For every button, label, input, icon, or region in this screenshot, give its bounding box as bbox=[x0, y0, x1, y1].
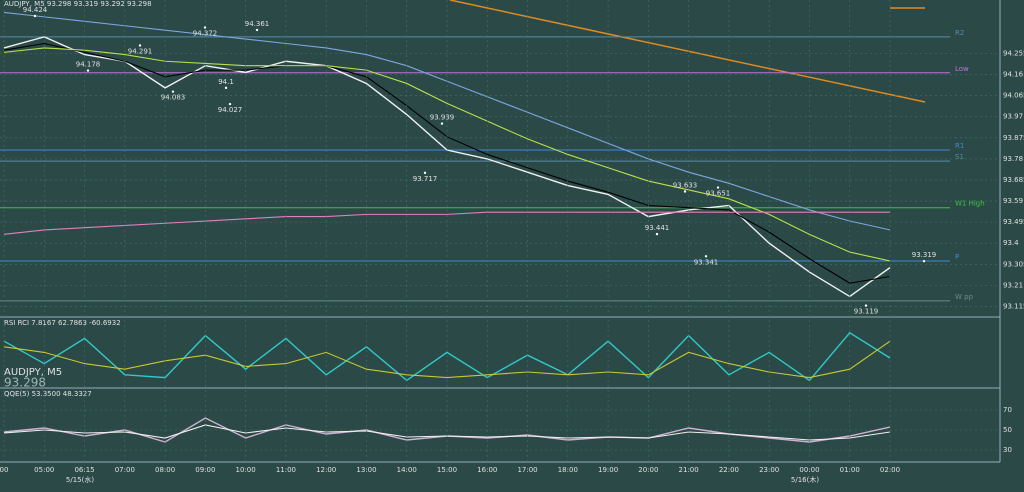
price-annotation: 94.361 bbox=[245, 20, 270, 28]
price-marker bbox=[86, 69, 90, 72]
y-tick-label: 93.685 bbox=[1003, 176, 1024, 184]
y-tick-label: 30 bbox=[1003, 446, 1012, 454]
y-tick-label: 93.875 bbox=[1003, 134, 1024, 142]
x-tick-label: 23:00 bbox=[759, 466, 779, 474]
y-tick-label: 94.065 bbox=[1003, 92, 1024, 100]
x-tick-label: 16:00 bbox=[477, 466, 497, 474]
y-tick-label: 93.305 bbox=[1003, 260, 1024, 268]
price-marker bbox=[655, 232, 659, 236]
x-tick-label: 07:00 bbox=[115, 466, 135, 474]
level-label: Low bbox=[955, 65, 969, 73]
x-tick-label: 14:00 bbox=[397, 466, 417, 474]
qqe-title: QQE(5) 53.3500 48.3327 bbox=[4, 390, 92, 398]
x-tick-label: 08:00 bbox=[155, 466, 175, 474]
price-marker bbox=[423, 171, 427, 175]
price-annotation: 93.341 bbox=[694, 258, 719, 266]
x-tick-label: 13:00 bbox=[356, 466, 376, 474]
price-annotation: 93.939 bbox=[430, 114, 455, 122]
series-line bbox=[3, 340, 891, 379]
price-marker bbox=[138, 44, 142, 47]
price-label: 93.298 bbox=[4, 376, 46, 390]
y-tick-label: 93.4 bbox=[1003, 239, 1019, 247]
x-tick-label: 15:00 bbox=[437, 466, 457, 474]
x-tick-label: 20:00 bbox=[638, 466, 658, 474]
x-tick-label: 17:00 bbox=[517, 466, 537, 474]
price-marker bbox=[255, 28, 259, 32]
symbol-label: AUDJPY, M5 bbox=[4, 367, 62, 378]
date-label: 5/15(水) bbox=[66, 475, 94, 484]
x-tick-label: 10:00 bbox=[236, 466, 256, 474]
price-marker bbox=[33, 14, 37, 18]
series-line bbox=[3, 331, 891, 382]
price-marker bbox=[171, 90, 175, 93]
series-line bbox=[3, 211, 890, 235]
x-tick-label: 09:00 bbox=[195, 466, 215, 474]
price-marker bbox=[716, 186, 720, 189]
y-tick-label: 93.78 bbox=[1003, 155, 1023, 163]
price-annotation: 94.027 bbox=[218, 106, 243, 114]
price-marker bbox=[440, 122, 444, 125]
price-annotation: 94.083 bbox=[161, 94, 186, 102]
trend-line bbox=[449, 0, 926, 103]
price-annotation: 93.651 bbox=[706, 190, 731, 198]
price-marker bbox=[704, 255, 708, 258]
price-annotation: 94.1 bbox=[218, 78, 234, 86]
main-title: AUDJPY, M5 93.298 93.319 93.292 93.298 bbox=[4, 0, 152, 8]
x-tick-label: 02:00 bbox=[880, 466, 900, 474]
price-annotation: 93.119 bbox=[854, 308, 879, 316]
price-marker bbox=[224, 86, 228, 90]
level-label: W pp bbox=[955, 293, 974, 301]
x-tick-label: 11:00 bbox=[276, 466, 296, 474]
level-label: P bbox=[955, 253, 959, 261]
price-marker bbox=[683, 190, 687, 193]
y-tick-label: 94.255 bbox=[1003, 49, 1024, 57]
level-label: R1 bbox=[955, 142, 964, 150]
x-tick-label: 06:15 bbox=[74, 466, 94, 474]
price-marker bbox=[228, 102, 232, 106]
date-label: 5/16(木) bbox=[791, 475, 819, 484]
x-tick-label: 05:00 bbox=[34, 466, 54, 474]
y-tick-label: 94.16 bbox=[1003, 71, 1024, 79]
y-tick-label: 93.21 bbox=[1003, 281, 1023, 289]
x-tick-label: 19:00 bbox=[598, 466, 618, 474]
y-tick-label: 93.97 bbox=[1003, 113, 1023, 121]
x-tick-label: 00:00 bbox=[799, 466, 819, 474]
price-annotation: 94.424 bbox=[23, 6, 48, 14]
x-tick-label: 01:00 bbox=[840, 466, 860, 474]
x-tick-label: 12:00 bbox=[316, 466, 336, 474]
price-annotation: 93.633 bbox=[673, 182, 698, 190]
y-tick-label: 93.495 bbox=[1003, 218, 1024, 226]
y-tick-label: 70 bbox=[1003, 406, 1012, 414]
price-marker bbox=[864, 304, 868, 307]
level-label: S1 bbox=[955, 153, 964, 161]
price-annotation: 94.178 bbox=[76, 61, 101, 69]
price-annotation: 93.717 bbox=[413, 175, 438, 183]
x-tick-label: 21:00 bbox=[679, 466, 699, 474]
series-line bbox=[3, 47, 891, 262]
x-tick-label: 18:00 bbox=[558, 466, 578, 474]
y-tick-label: 93.115 bbox=[1003, 302, 1024, 310]
price-marker bbox=[922, 259, 926, 263]
price-annotation: 93.441 bbox=[645, 224, 670, 232]
level-label: R2 bbox=[955, 29, 964, 37]
price-marker bbox=[203, 26, 207, 29]
price-annotation: 94.291 bbox=[128, 48, 153, 56]
rsi-title: RSI RCI 7.8167 62.7863 -60.6932 bbox=[4, 319, 121, 327]
y-tick-label: 93.59 bbox=[1003, 197, 1023, 205]
level-label: W1 High bbox=[955, 200, 985, 208]
price-annotation: 93.319 bbox=[912, 251, 937, 259]
y-tick-label: 50 bbox=[1003, 426, 1012, 434]
x-tick-label: 00 bbox=[0, 466, 8, 474]
price-annotation: 94.372 bbox=[193, 30, 218, 38]
x-tick-label: 22:00 bbox=[719, 466, 739, 474]
